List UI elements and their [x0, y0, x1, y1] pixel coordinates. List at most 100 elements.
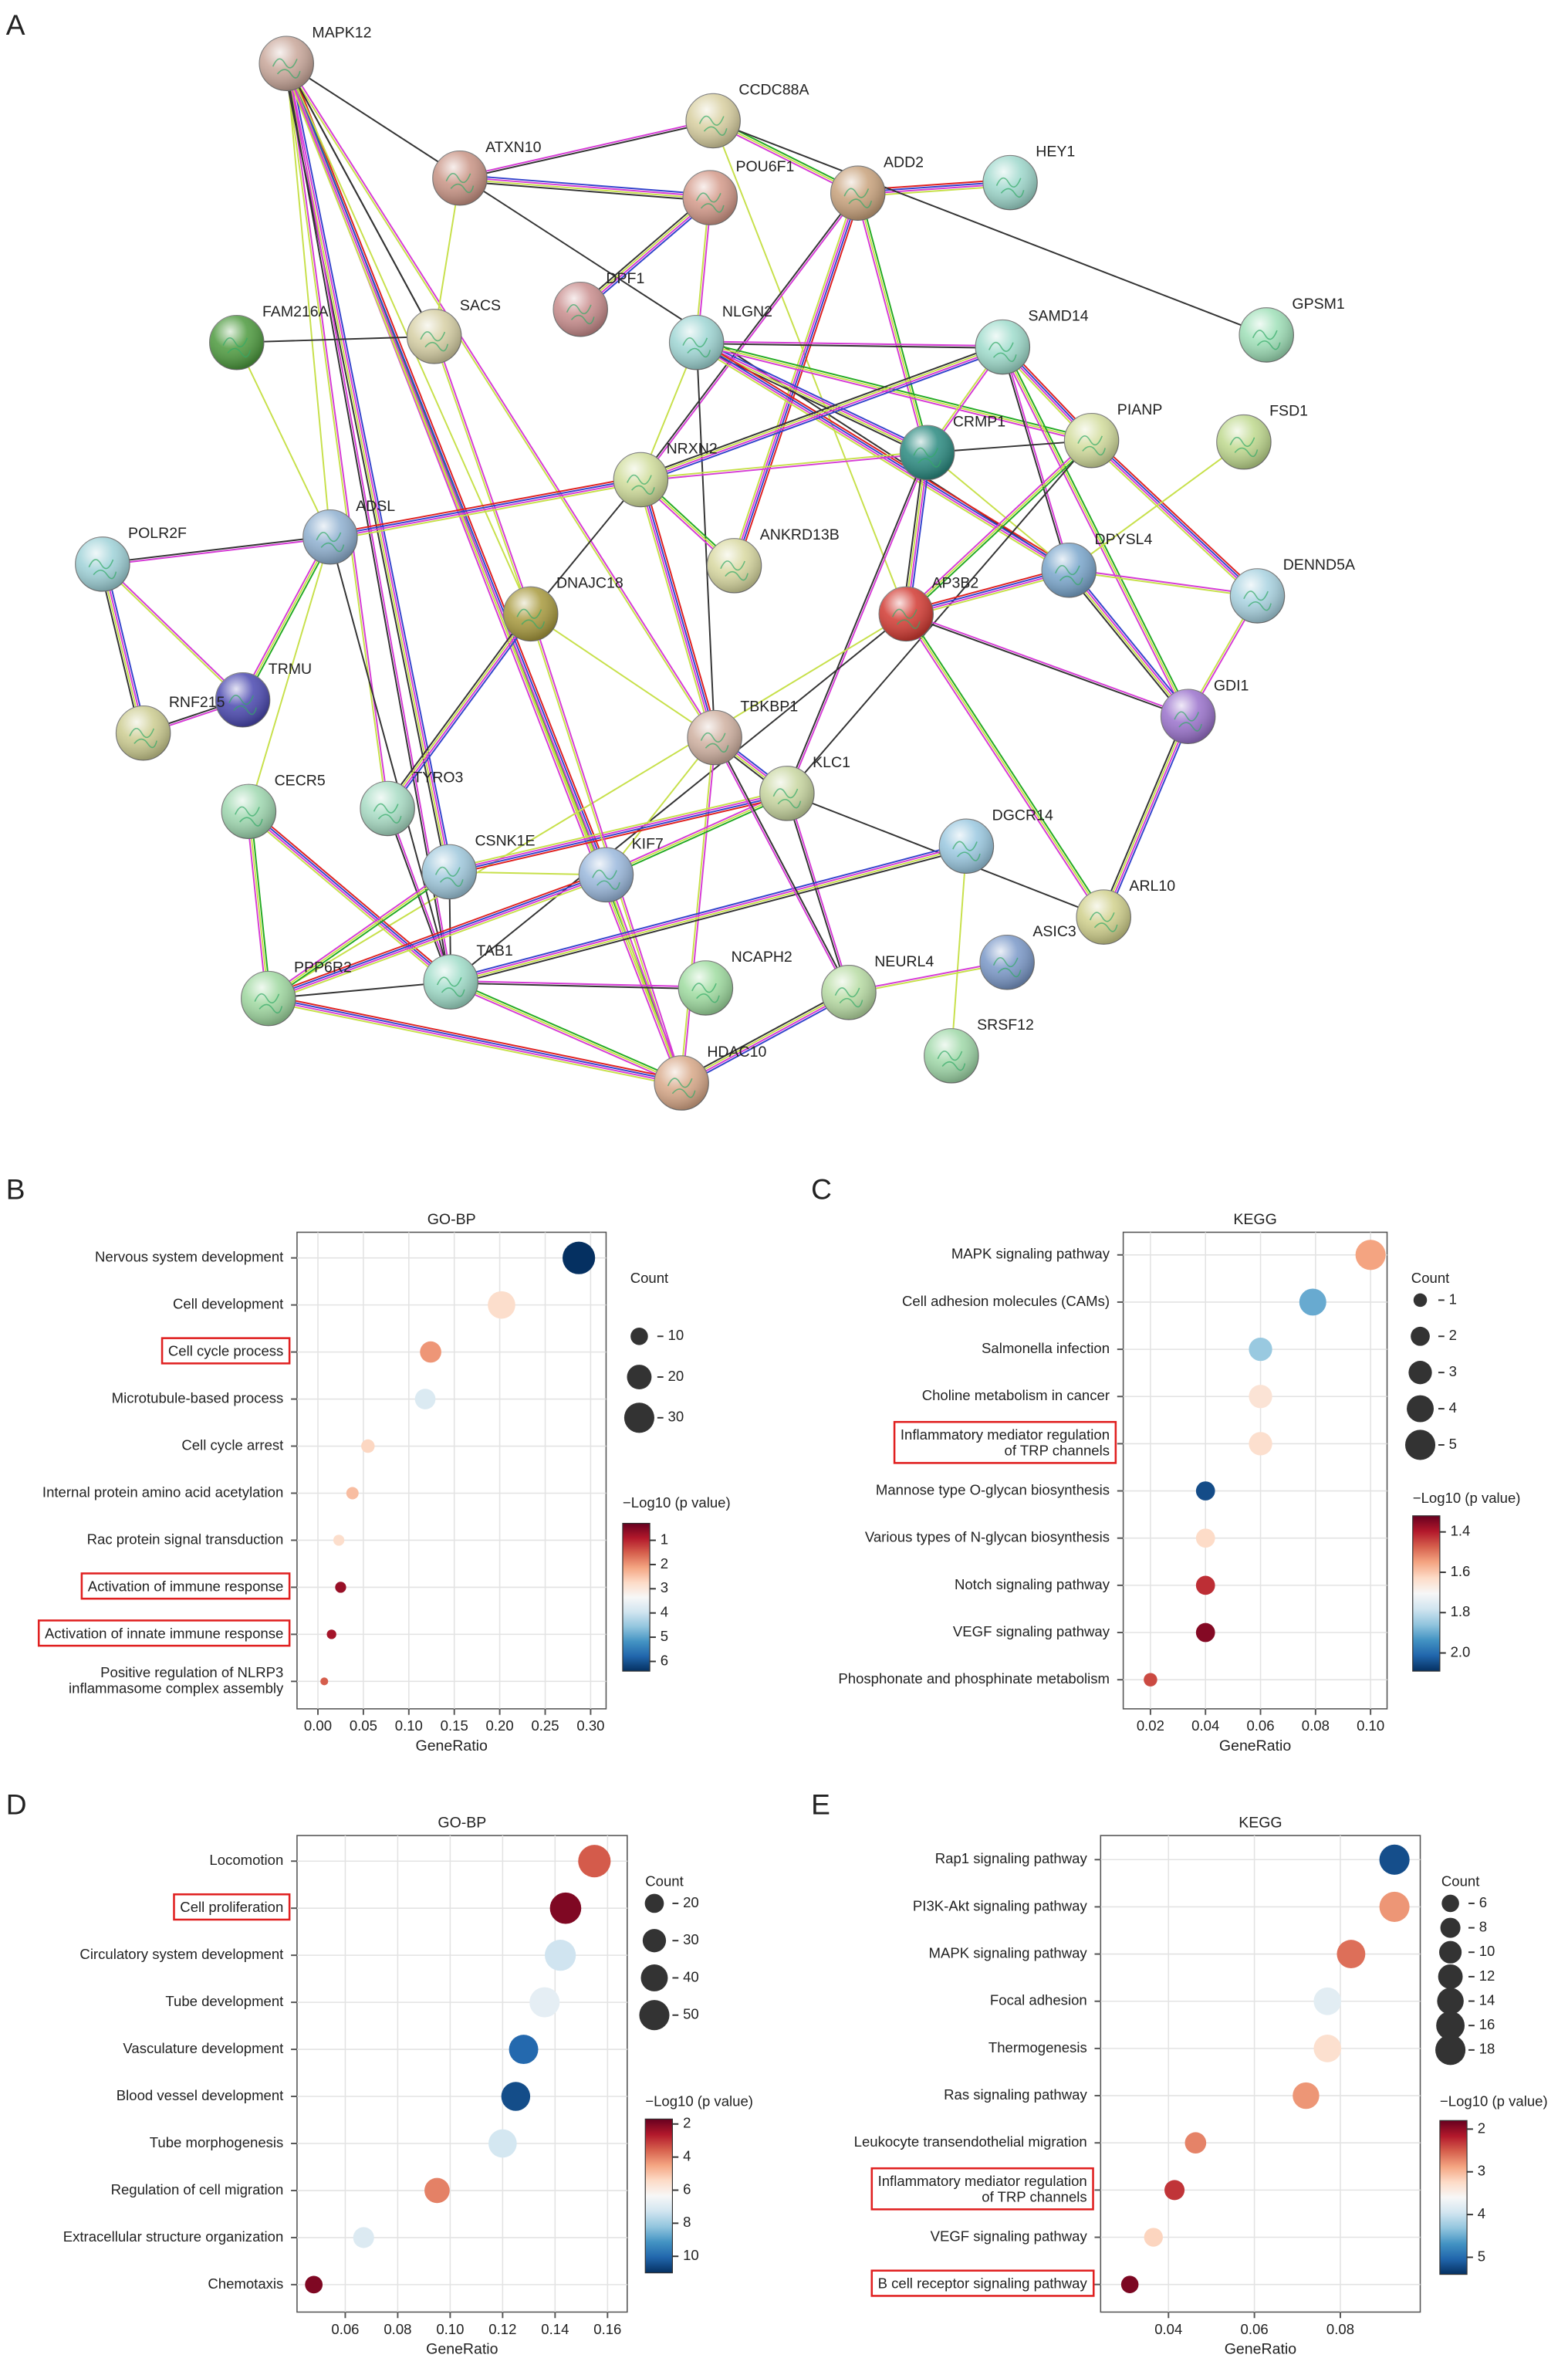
plot-area: [296, 1231, 607, 1710]
edge: [286, 63, 608, 875]
dot: [1195, 1528, 1215, 1548]
edge: [582, 199, 713, 313]
size-legend-dot: [1439, 1940, 1462, 1964]
category-label: Various types of N-glycan biosynthesis: [865, 1529, 1110, 1545]
edge: [459, 119, 714, 178]
node-shine: [360, 781, 415, 836]
x-tick-label: 0.15: [441, 1717, 468, 1734]
dot: [1313, 1987, 1342, 2015]
edge: [1001, 347, 1069, 571]
x-tick-label: 0.14: [541, 2321, 569, 2337]
size-legend-dot: [1440, 1917, 1461, 1938]
node-label: ATXN10: [485, 139, 541, 156]
edge: [250, 810, 272, 999]
edge: [286, 63, 1070, 571]
edge: [329, 479, 641, 540]
edge: [448, 789, 787, 870]
size-legend-title: Count: [630, 1270, 669, 1286]
dot: [1299, 1288, 1326, 1316]
edge: [785, 452, 928, 793]
edge: [606, 874, 684, 1083]
x-tick-label: 0.30: [576, 1717, 604, 1734]
node-shine: [407, 309, 461, 364]
edge: [640, 452, 928, 482]
edge: [695, 343, 1092, 444]
node-structure: [420, 331, 449, 352]
edge: [449, 793, 788, 874]
dot: [333, 1534, 345, 1546]
edge: [248, 536, 331, 812]
highlight-box: [173, 1893, 291, 1921]
node-structure: [235, 806, 263, 827]
colorbar-title: −Log10 (p value): [1440, 2093, 1548, 2110]
node-structure: [988, 341, 1017, 362]
edge: [244, 537, 333, 702]
colorbar: [1412, 1515, 1441, 1672]
x-tick-label: 0.20: [486, 1717, 514, 1734]
edge: [269, 872, 451, 1001]
edge: [432, 337, 531, 615]
category-label: Activation of innate immune response: [45, 1625, 283, 1641]
edge: [451, 979, 683, 1082]
category-label: Positive regulation of NLRP3 inflammasome…: [69, 1664, 284, 1696]
edge: [905, 614, 1188, 719]
edge: [269, 877, 608, 1003]
x-tick-label: 0.08: [384, 2321, 411, 2337]
node-structure: [720, 560, 749, 581]
size-legend-label: 30: [668, 1409, 684, 1425]
size-legend-dot: [1404, 1429, 1436, 1460]
node-label: GPSM1: [1292, 296, 1344, 313]
edge: [286, 63, 331, 537]
dot: [1144, 1673, 1157, 1687]
node-shine: [924, 1028, 979, 1084]
edge: [679, 737, 715, 1084]
size-legend-dot: [1441, 1894, 1459, 1913]
category-label: Leukocyte transendothelial migration: [854, 2133, 1087, 2150]
edge: [286, 63, 453, 983]
dot: [1164, 2180, 1185, 2201]
edge: [246, 813, 450, 986]
size-legend-dot: [1413, 1293, 1428, 1308]
edge: [329, 475, 640, 535]
edge: [1070, 567, 1191, 716]
node-structure: [891, 608, 921, 629]
highlight-box: [37, 1619, 291, 1647]
edge: [1002, 346, 1071, 570]
edge: [449, 842, 966, 980]
node-label: ADSL: [356, 498, 395, 515]
node-structure: [1089, 912, 1118, 932]
node-label: FSD1: [1269, 403, 1308, 420]
category-label: Tube development: [165, 1993, 284, 2009]
edge: [282, 63, 448, 873]
edge: [268, 999, 682, 1085]
node-label: HEY1: [1036, 144, 1075, 161]
edge: [855, 193, 926, 454]
edge: [607, 794, 789, 878]
x-tick-label: 0.10: [436, 2321, 464, 2337]
edge: [248, 810, 452, 982]
x-tick-label: 0.08: [1326, 2321, 1354, 2337]
edge: [459, 178, 711, 200]
node-structure: [913, 447, 941, 468]
node-shine: [975, 320, 1030, 374]
node-label: TBKBP1: [740, 699, 798, 716]
size-legend-label: 3: [1449, 1363, 1457, 1379]
node-shine: [654, 1055, 709, 1111]
node-shine: [579, 848, 634, 902]
dot: [1195, 1622, 1215, 1643]
size-legend-dot: [639, 2000, 670, 2031]
colorbar-tick-label: 3: [661, 1579, 668, 1595]
colorbar: [644, 2118, 674, 2274]
highlight-box: [870, 2269, 1095, 2297]
edge: [248, 811, 269, 999]
edge: [450, 613, 907, 983]
x-axis-label: GeneRatio: [416, 1737, 488, 1754]
dot: [501, 2082, 531, 2111]
edge: [451, 982, 706, 990]
size-legend-label: 2: [1449, 1327, 1457, 1343]
category-label: Extracellular structure organization: [63, 2228, 284, 2245]
edge: [1069, 568, 1258, 596]
edge: [103, 563, 145, 733]
size-legend-label: 8: [1479, 1918, 1487, 1934]
dot: [305, 2275, 323, 2294]
